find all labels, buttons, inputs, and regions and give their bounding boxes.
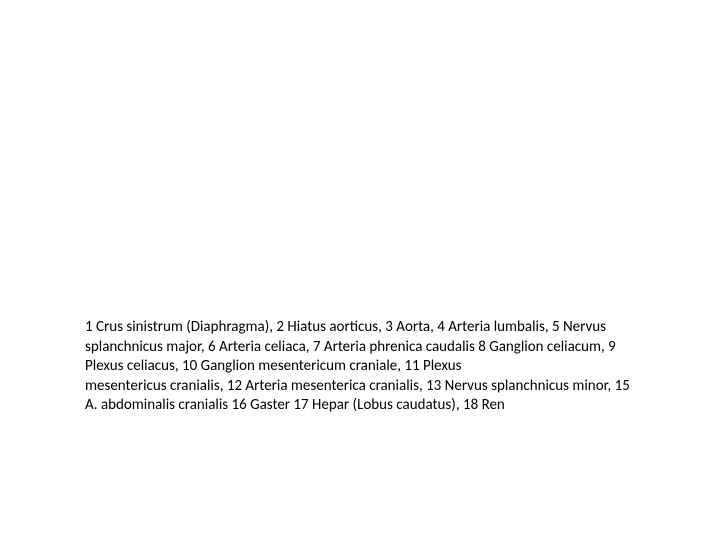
anatomy-caption-text: 1 Crus sinistrum (Diaphragma), 2 Hiatus … <box>85 318 645 416</box>
